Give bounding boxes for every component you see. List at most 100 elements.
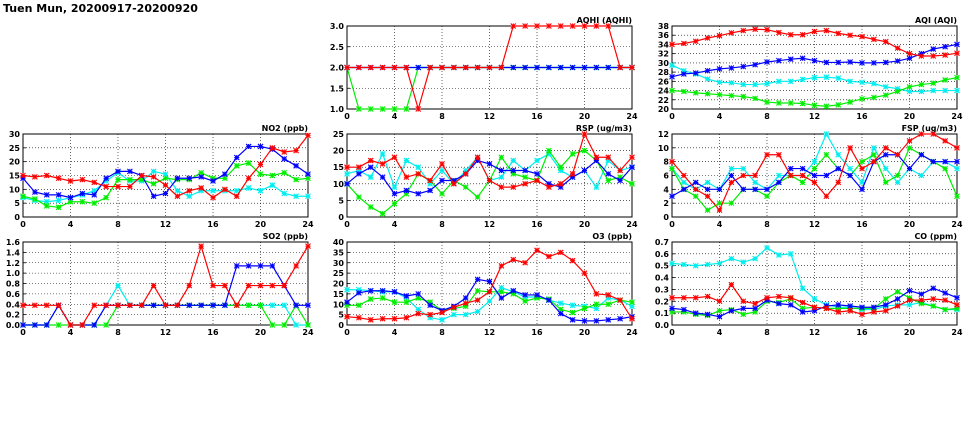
data-point [257,161,264,168]
data-point [486,288,493,295]
data-point [557,306,564,313]
data-point [233,302,240,309]
x-tick-label: 4 [717,112,723,121]
data-point [811,57,818,64]
data-point [740,63,747,70]
data-point [486,177,493,184]
data-point [775,179,782,186]
x-tick-label: 20 [579,220,591,229]
data-point [669,73,675,80]
data-point [704,76,711,82]
data-point [498,262,505,269]
data-point [427,311,434,318]
data-point [67,322,74,328]
data-point [115,302,121,309]
data-point [198,302,205,309]
data-point [367,106,374,112]
data-point [245,143,252,150]
data-point [79,322,86,328]
data-point [752,300,759,307]
data-point [847,32,854,39]
data-point [245,175,252,182]
data-point [775,252,782,258]
y-tick-label: 0.2 [6,311,20,320]
data-point [593,301,600,308]
data-point [704,35,711,41]
data-point [787,172,794,179]
x-tick-label: 12 [809,220,820,229]
data-point [593,290,600,297]
data-point [692,310,699,317]
data-point [245,282,252,289]
x-tick-label: 0 [344,220,350,229]
data-point [103,302,110,309]
data-point [245,160,252,166]
data-point [269,144,276,151]
data-point [305,302,311,309]
data-point [617,174,624,181]
x-tick-label: 12 [809,328,820,337]
data-point [281,190,288,197]
data-point [210,282,216,289]
x-tick-label: 0 [20,220,26,229]
data-point [474,194,481,200]
data-point [557,167,564,174]
data-point [79,190,86,197]
data-point [450,311,457,318]
x-tick-label: 16 [207,328,219,337]
data-point [355,194,362,200]
y-tick-label: 1.5 [330,84,345,93]
x-tick-label: 24 [302,220,314,229]
data-point [557,300,564,307]
data-point [847,165,854,172]
data-point [43,198,50,205]
data-point [198,169,205,176]
data-point [894,45,901,52]
y-tick-label: 20 [9,158,21,167]
data-point [474,276,481,283]
data-point [680,261,687,268]
data-point [605,301,612,308]
data-point [918,151,925,158]
data-point [799,76,806,83]
data-point [67,178,74,184]
data-point [210,187,216,194]
data-point [91,187,98,194]
data-point [557,23,564,29]
data-point [427,302,434,309]
data-point [150,173,157,180]
data-point [894,58,901,64]
y-tick-label: 32 [658,50,669,59]
data-point [522,180,529,187]
data-point [954,74,960,81]
data-point [344,313,350,320]
data-point [894,296,901,302]
data-point [462,311,469,318]
data-point [269,182,276,189]
data-point [728,92,735,99]
data-point [55,204,62,211]
data-point [43,191,50,198]
data-point [835,75,842,81]
x-tick-label: 16 [856,220,868,229]
data-point [728,179,735,186]
data-point [581,64,588,71]
data-point [775,100,782,106]
data-point [906,165,913,172]
data-point [882,151,889,158]
data-point [450,180,457,187]
data-point [894,151,901,158]
data-point [427,180,434,187]
series-red [344,247,635,323]
data-point [545,64,552,71]
data-point [403,299,410,306]
data-point [79,198,86,205]
data-point [534,295,540,301]
y-tick-label: 0.5 [655,262,670,271]
data-point [669,305,675,312]
data-point [581,317,588,324]
data-point [752,95,759,102]
data-point [534,170,540,177]
data-point [894,85,901,92]
x-tick-label: 4 [717,328,723,337]
